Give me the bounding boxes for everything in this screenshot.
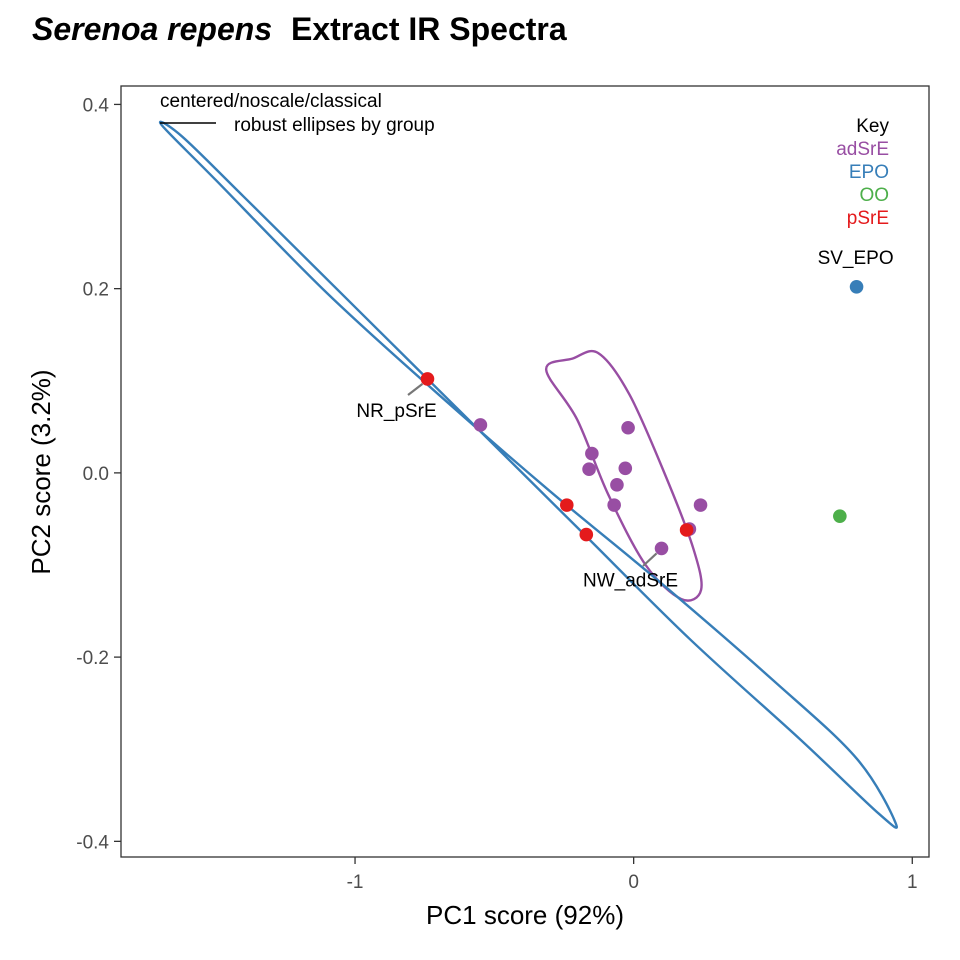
panel-border <box>120 85 930 858</box>
point-oo <box>833 509 847 523</box>
point-epo <box>849 280 864 294</box>
axes: -1 0 1 0.4 0.2 0.0 -0.2 -0.4 <box>76 95 917 893</box>
chart-title-rest: Extract IR Spectra <box>291 11 567 47</box>
legend-entry-adsre: adSrE <box>836 139 889 160</box>
y-tick-label: -0.2 <box>76 648 109 669</box>
x-tick-label: 1 <box>907 872 918 893</box>
point-adsre <box>654 541 669 556</box>
point-adsre <box>585 446 599 461</box>
point-adsre <box>582 462 596 477</box>
annotation-line-2: robust ellipses by group <box>234 115 435 136</box>
point-adsre <box>610 478 624 492</box>
legend-entry-psre: pSrE <box>847 208 889 229</box>
chart-title: Serenoa repens Extract IR Spectra <box>32 11 567 47</box>
x-tick-label: -1 <box>347 872 364 893</box>
x-axis-label: PC1 score (92%) <box>426 900 624 930</box>
annotation-line-1: centered/noscale/classical <box>160 91 382 112</box>
y-axis-label: PC2 score (3.2%) <box>26 369 56 574</box>
label-leader-nr-psre <box>407 383 424 396</box>
point-psre <box>679 523 694 537</box>
point-adsre <box>693 498 708 512</box>
legend-entry-oo: OO <box>859 185 889 206</box>
y-tick-label: -0.4 <box>76 832 109 853</box>
plot-area: NR_pSrE NW_adSrE SV_EPO <box>158 120 898 829</box>
point-adsre <box>618 461 633 476</box>
point-adsre <box>473 418 488 432</box>
point-psre <box>420 372 435 386</box>
point-adsre <box>607 498 621 512</box>
y-tick-label: 0.4 <box>83 95 110 116</box>
y-tick-label: 0.0 <box>83 464 109 485</box>
ellipse-adsre <box>544 349 703 602</box>
legend-title: Key <box>856 116 889 137</box>
x-tick-label: 0 <box>628 872 639 893</box>
point-psre <box>559 498 574 512</box>
point-label-nw-adsre: NW_adSrE <box>583 570 678 591</box>
point-label-nr-psre: NR_pSrE <box>356 401 436 422</box>
label-leader-nw-adsre <box>642 552 658 567</box>
point-psre <box>579 527 594 542</box>
point-adsre <box>621 420 635 435</box>
point-label-sv-epo: SV_EPO <box>818 248 894 269</box>
y-tick-label: 0.2 <box>83 280 109 301</box>
legend-entry-epo: EPO <box>849 162 889 183</box>
chart-title-italic: Serenoa repens <box>32 11 272 47</box>
annotation: centered/noscale/classical robust ellips… <box>160 91 435 136</box>
